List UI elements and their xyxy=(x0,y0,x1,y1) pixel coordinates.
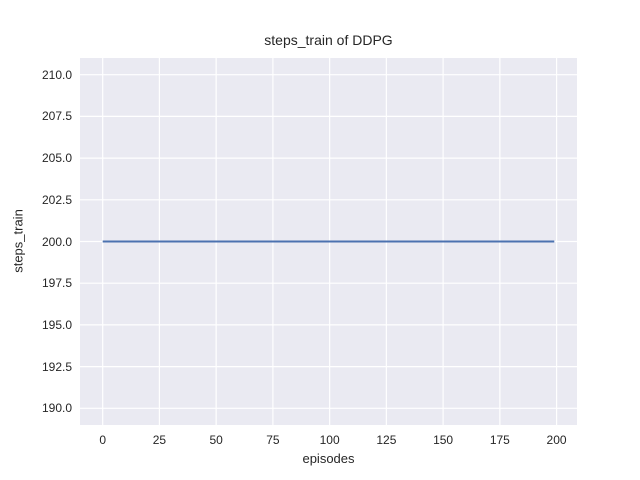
x-tick-label: 175 xyxy=(489,433,510,447)
x-tick-label: 100 xyxy=(319,433,340,447)
y-tick-label: 195.0 xyxy=(41,317,72,332)
y-tick-label: 210.0 xyxy=(41,67,72,82)
y-tick-label: 207.5 xyxy=(41,109,72,124)
y-tick-label: 202.5 xyxy=(41,192,72,207)
x-tick-label: 75 xyxy=(266,433,280,447)
chart-title: steps_train of DDPG xyxy=(264,32,393,48)
x-axis-label: episodes xyxy=(302,451,355,466)
y-tick-label: 205.0 xyxy=(41,151,72,166)
x-tick-label: 50 xyxy=(209,433,223,447)
x-tick-label: 150 xyxy=(433,433,454,447)
y-tick-label: 190.0 xyxy=(41,401,72,416)
x-tick-label: 200 xyxy=(546,433,567,447)
plot-canvas xyxy=(80,58,577,425)
y-tick-label: 192.5 xyxy=(41,359,72,374)
plot-area xyxy=(80,58,577,425)
y-tick-label: 197.5 xyxy=(41,276,72,291)
y-tick-label: 200.0 xyxy=(41,234,72,249)
x-tick-label: 25 xyxy=(152,433,167,447)
x-tick-label: 0 xyxy=(99,433,107,447)
y-axis-label: steps_train xyxy=(10,209,26,273)
x-tick-label: 125 xyxy=(376,433,397,447)
